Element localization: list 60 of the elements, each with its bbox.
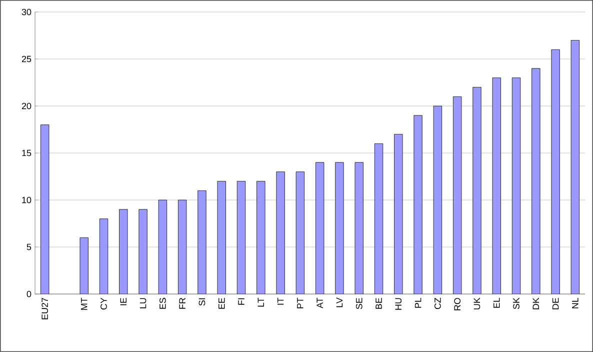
bar [374,143,384,294]
y-tick-label: 10 [22,196,32,204]
x-tick-label: IT [277,298,284,305]
x-tick-label: LU [140,298,146,308]
bar [198,190,206,294]
x-tick-label: EL [494,298,500,308]
x-tick-label: AT [316,298,323,308]
bar [316,162,324,294]
x-tick-label: CZ [434,298,441,310]
bar [472,87,482,294]
x-tick-label: MT [81,298,88,310]
y-tick-label: 5 [26,244,32,250]
bar [296,172,305,294]
x-tick-label: EE [218,298,225,309]
y-tick-label: 25 [22,56,32,62]
y-tick-label: 20 [22,102,32,110]
x-tick-label: LV [336,298,343,308]
bar [119,209,128,294]
bar [40,124,50,294]
x-tick-label: CY [100,298,107,310]
bar [492,78,501,294]
bar [256,181,266,294]
x-tick-label: DE [552,298,559,310]
bar [138,209,148,294]
x-tick-label: SI [198,298,206,306]
x-tick-label: FI [238,298,244,305]
bar [354,162,364,294]
x-tick-label: UK [474,298,480,310]
bar [158,200,168,294]
bar [512,78,521,294]
x-tick-label: BE [376,298,382,309]
bar [453,96,462,294]
bar [433,106,442,294]
bar [217,181,226,294]
bar [99,218,108,294]
y-tick-label: 30 [22,8,32,16]
bar [570,40,580,294]
y-tick-label: 0 [26,290,32,298]
x-tick-label: FR [179,298,186,309]
bar [236,181,246,294]
x-tick-label: HU [395,298,402,310]
x-tick-label: PT [297,298,304,308]
bar [335,162,344,294]
x-tick-label: IE [120,298,126,306]
x-tick-label: LT [258,298,264,307]
x-tick-label: EU27 [42,298,48,320]
bar [178,200,187,294]
x-tick-label: DK [532,298,539,310]
x-tick-label: ES [160,298,166,309]
x-tick-label: PL [414,298,422,308]
bar [551,49,560,294]
x-tick-label: NL [572,298,578,308]
x-tick-label: SK [513,298,520,310]
y-tick-label: 15 [22,150,32,156]
x-tick-label: SE [356,298,362,310]
bar [414,115,422,294]
x-tick-label: RO [454,298,461,310]
bar [394,134,403,294]
bar [276,172,285,294]
bar [532,68,540,294]
